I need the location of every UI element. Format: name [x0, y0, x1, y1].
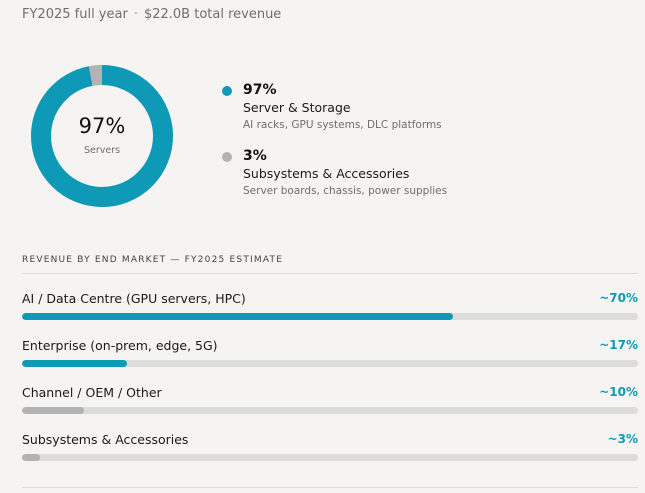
- progress-track: [22, 454, 638, 461]
- progress-track: [22, 407, 638, 414]
- period-label: FY2025 full year: [22, 7, 128, 22]
- legend-name: Server & Storage: [243, 100, 351, 115]
- donut-center-label: Servers: [83, 145, 121, 156]
- end-market-section-title: REVENUE BY END MARKET — FY2025 ESTIMATE: [22, 255, 284, 265]
- row-label: Subsystems & Accessories: [22, 432, 189, 447]
- row-percent: ~3%: [607, 432, 638, 446]
- total-revenue: $22.0B total revenue: [143, 7, 282, 22]
- legend-percent: 97%: [243, 82, 277, 98]
- progress-track: [22, 313, 638, 320]
- progress-fill: [22, 313, 454, 320]
- row-label: Enterprise (on-prem, edge, 5G): [22, 338, 218, 353]
- revenue-subtitle: FY2025 full year · $22.0B total revenue: [22, 7, 281, 22]
- legend-percent: 3%: [243, 148, 267, 164]
- progress-fill: [22, 360, 127, 367]
- legend-name: Subsystems & Accessories: [243, 166, 410, 181]
- progress-fill: [22, 407, 84, 414]
- bottom-divider: [22, 487, 638, 488]
- legend-dot: [222, 152, 232, 162]
- progress-track: [22, 360, 638, 367]
- donut-svg: [31, 65, 173, 207]
- donut-slice-subsystems-accessories: [31, 65, 173, 207]
- row-percent: ~70%: [599, 291, 638, 305]
- legend-dot: [222, 86, 232, 96]
- row-percent: ~10%: [599, 385, 638, 399]
- row-label: Channel / OEM / Other: [22, 385, 162, 400]
- legend-description: Server boards, chassis, power supplies: [243, 185, 448, 197]
- progress-fill: [22, 454, 41, 461]
- section-divider: [22, 273, 638, 274]
- legend-description: AI racks, GPU systems, DLC platforms: [243, 119, 442, 131]
- row-label: AI / Data Centre (GPU servers, HPC): [22, 291, 246, 306]
- row-percent: ~17%: [599, 338, 638, 352]
- donut-center-value: 97%: [78, 114, 126, 138]
- separator: ·: [133, 7, 138, 22]
- revenue-donut-chart: 97% Servers: [30, 64, 174, 208]
- donut-center: 97% Servers: [30, 64, 174, 208]
